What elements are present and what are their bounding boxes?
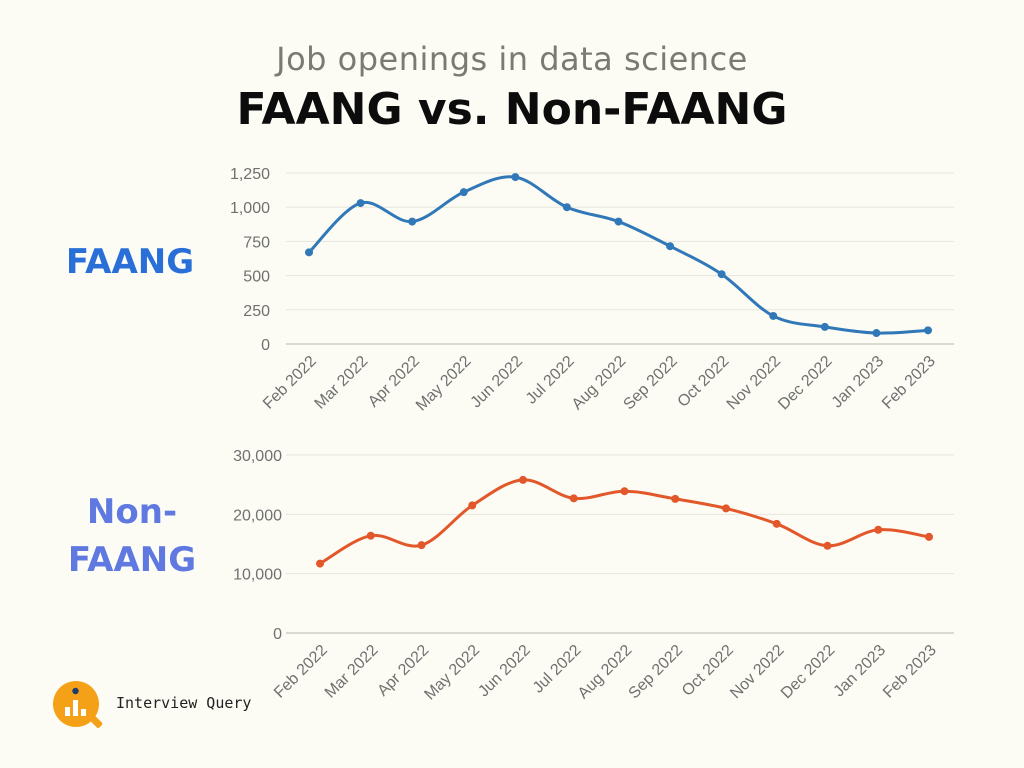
- faang-data-point: [356, 199, 365, 208]
- faang-data-point: [305, 248, 313, 257]
- chart-subtitle: Job openings in data science: [276, 40, 748, 78]
- faang-data-point: [872, 329, 881, 338]
- faang-data-point: [562, 203, 571, 212]
- non-faang-x-tick-label: Dec 2022: [778, 642, 839, 703]
- non-faang-data-point: [569, 494, 578, 503]
- faang-y-tick-label: 250: [243, 303, 270, 320]
- non-faang-data-point: [722, 504, 730, 513]
- faang-x-tick-label: Feb 2022: [260, 353, 320, 413]
- non-faang-data-point: [468, 501, 477, 510]
- non-faang-data-point: [519, 475, 527, 484]
- non-faang-x-tick-label: Nov 2022: [727, 642, 788, 703]
- faang-data-point: [820, 322, 829, 331]
- non-faang-y-tick-label: 0: [273, 626, 282, 643]
- non-faang-x-tick-label: Aug 2022: [575, 642, 636, 703]
- faang-x-tick-label: Mar 2022: [312, 353, 372, 413]
- faang-x-tick-label: Jun 2022: [468, 353, 527, 412]
- brand-name: Interview Query: [116, 694, 252, 712]
- non-faang-data-point: [620, 487, 629, 496]
- faang-data-point: [666, 242, 675, 251]
- faang-x-tick-label: Sep 2022: [620, 353, 681, 414]
- non-faang-y-tick-label: 20,000: [233, 507, 282, 524]
- faang-x-tick-label: Aug 2022: [569, 353, 630, 414]
- faang-y-tick-label: 750: [243, 234, 270, 251]
- faang-x-tick-label: May 2022: [413, 353, 475, 415]
- faang-x-tick-label: Feb 2023: [879, 353, 939, 413]
- non-faang-data-point: [772, 519, 781, 528]
- non-faang-x-tick-label: May 2022: [421, 642, 483, 704]
- faang-data-point: [717, 270, 726, 279]
- non-faang-data-point: [671, 494, 680, 503]
- non-faang-x-tick-label: Jan 2023: [830, 642, 889, 701]
- faang-data-point: [614, 217, 623, 226]
- faang-y-tick-label: 1,000: [230, 200, 270, 217]
- faang-chart-label: FAANG: [65, 242, 195, 282]
- non-faang-x-tick-label: Feb 2022: [271, 642, 331, 702]
- faang-y-tick-label: 500: [243, 269, 270, 286]
- faang-data-point: [924, 326, 932, 335]
- non-faang-x-tick-label: Feb 2023: [880, 642, 940, 702]
- non-faang-data-point: [316, 559, 324, 568]
- non-faang-data-point: [417, 541, 426, 550]
- non-faang-y-tick-label: 30,000: [233, 448, 282, 465]
- non-faang-x-tick-label: Mar 2022: [322, 642, 382, 702]
- faang-x-tick-label: Dec 2022: [775, 353, 836, 414]
- non-faang-y-tick-label: 10,000: [233, 567, 282, 584]
- non-faang-data-point: [874, 525, 883, 534]
- faang-data-point: [408, 217, 417, 226]
- non-faang-x-tick-label: Jun 2022: [475, 642, 534, 701]
- non-faang-label-line1: Non-: [86, 492, 178, 532]
- faang-x-tick-label: Jan 2023: [829, 353, 888, 412]
- non-faang-label-line2: FAANG: [67, 540, 197, 580]
- non-faang-data-point: [823, 541, 832, 550]
- faang-y-tick-label: 0: [261, 337, 270, 354]
- non-faang-data-point: [925, 532, 933, 541]
- faang-data-point: [769, 311, 778, 320]
- chart-title: FAANG vs. Non-FAANG: [236, 84, 788, 135]
- faang-y-tick-label: 1,250: [230, 166, 270, 183]
- interview-query-logo-icon: [53, 681, 103, 728]
- faang-x-tick-label: Nov 2022: [724, 353, 785, 414]
- non-faang-data-point: [366, 531, 375, 540]
- non-faang-chart-label: Non- FAANG: [52, 488, 212, 584]
- non-faang-x-tick-label: Sep 2022: [626, 642, 687, 703]
- faang-data-point: [459, 188, 468, 197]
- faang-data-point: [511, 173, 520, 182]
